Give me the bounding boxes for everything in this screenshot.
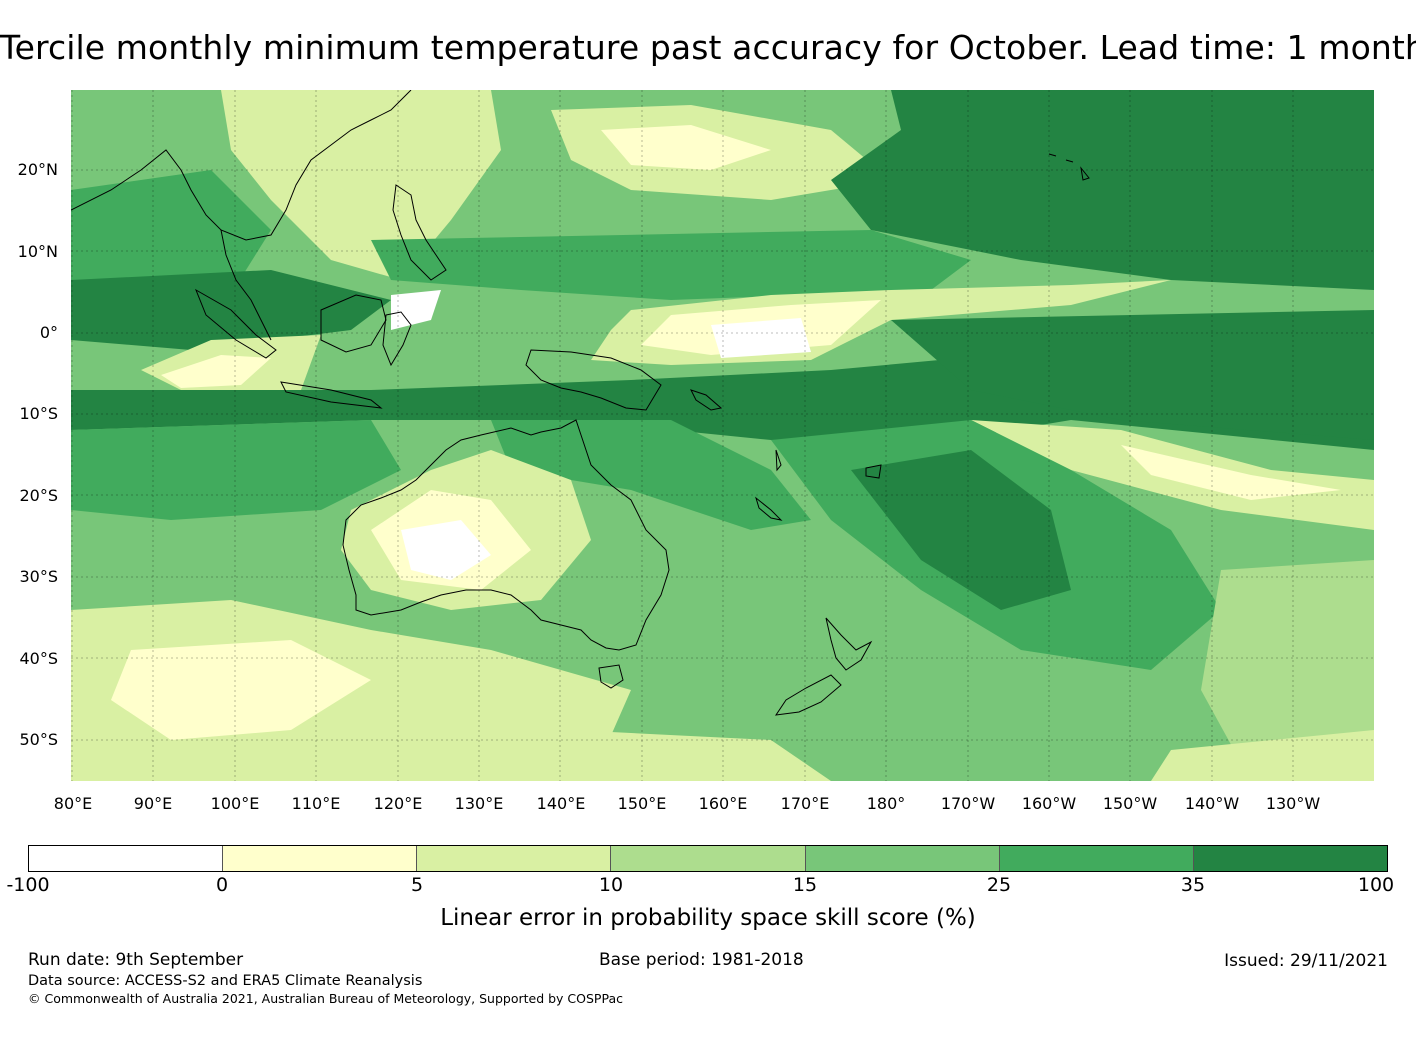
colorbar-segment: [417, 846, 612, 871]
lat-label-10s: 10°S: [19, 404, 58, 423]
lat-label-50s: 50°S: [19, 730, 58, 749]
colorbar-segment: [223, 846, 418, 871]
new-guinea-coast: [525, 349, 662, 411]
copyright: © Commonwealth of Australia 2021, Austra…: [28, 991, 623, 1006]
lat-label-30s: 30°S: [19, 567, 58, 586]
issued-date: Issued: 29/11/2021: [1224, 951, 1388, 971]
graticule-layer: [71, 90, 1374, 781]
lon-label-120e: 120°E: [373, 794, 423, 813]
base-period: Base period: 1981-2018: [599, 950, 804, 970]
lon-label-140w: 140°W: [1184, 794, 1240, 813]
malay-peninsula-coast: [220, 229, 272, 341]
lon-label-130w: 130°W: [1265, 794, 1321, 813]
lat-label-20s: 20°S: [19, 486, 58, 505]
lon-label-170e: 170°E: [780, 794, 830, 813]
skill-field-layer: [71, 90, 1374, 781]
colorbar-tick: 100: [1357, 874, 1395, 896]
colorbar-tick: 15: [792, 874, 818, 896]
australia-coast: [342, 419, 670, 651]
new-zealand-south-coast: [774, 674, 842, 716]
new-caledonia-coast: [755, 496, 783, 521]
lon-label-80e: 80°E: [53, 794, 93, 813]
new-zealand-north-coast: [825, 617, 873, 671]
colorbar: [28, 845, 1388, 872]
lon-label-110e: 110°E: [291, 794, 341, 813]
lon-label-100e: 100°E: [210, 794, 260, 813]
colorbar-tick: 25: [986, 874, 1012, 896]
colorbar-tick: -100: [6, 874, 50, 896]
colorbar-tick: 0: [215, 874, 229, 896]
lon-label-160w: 160°W: [1021, 794, 1077, 813]
lat-label-20n: 20°N: [17, 160, 58, 179]
map-title: Tercile monthly minimum temperature past…: [0, 28, 1416, 67]
colorbar-label: Linear error in probability space skill …: [440, 905, 976, 931]
hawaii-coast: [1048, 153, 1090, 181]
lon-label-130e: 130°E: [454, 794, 504, 813]
skill-score-map: [71, 90, 1374, 781]
data-source: Data source: ACCESS-S2 and ERA5 Climate …: [28, 973, 423, 989]
lon-label-150e: 150°E: [617, 794, 667, 813]
run-date: Run date: 9th September: [28, 950, 244, 970]
lon-label-90e: 90°E: [133, 794, 173, 813]
lon-label-180: 180°: [866, 794, 906, 813]
colorbar-tick: 35: [1180, 874, 1206, 896]
lon-label-170w: 170°W: [940, 794, 996, 813]
lon-label-160e: 160°E: [698, 794, 748, 813]
lon-label-140e: 140°E: [536, 794, 586, 813]
vanuatu-coast: [775, 449, 782, 472]
lat-label-40s: 40°S: [19, 649, 58, 668]
sumatra-coast: [195, 288, 277, 359]
solomon-islands-coast: [690, 389, 723, 411]
borneo-coast: [320, 294, 387, 353]
colorbar-tick: 10: [598, 874, 624, 896]
sulawesi-coast: [382, 311, 412, 367]
colorbar-segment: [29, 846, 224, 871]
lon-label-150w: 150°W: [1102, 794, 1158, 813]
coastline-layer: [71, 90, 1090, 716]
tasmania-coast: [598, 664, 624, 689]
asia-mainland-coast: [71, 90, 412, 241]
java-coast: [280, 381, 383, 409]
philippines-coast: [392, 184, 447, 281]
colorbar-segment: [999, 846, 1194, 871]
colorbar-segment: [805, 846, 1000, 871]
colorbar-tick: 5: [410, 874, 424, 896]
lat-label-10n: 10°N: [17, 242, 58, 261]
colorbar-segment: [611, 846, 806, 871]
lat-label-0: 0°: [39, 323, 58, 342]
fiji-coast: [865, 464, 882, 479]
colorbar-segment: [1193, 846, 1387, 871]
